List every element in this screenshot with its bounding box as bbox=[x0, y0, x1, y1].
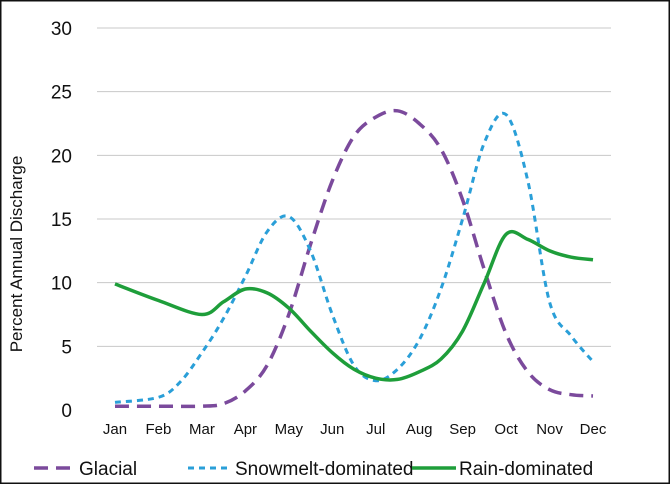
y-tick-label: 30 bbox=[51, 19, 72, 40]
series-line-glacial bbox=[115, 108, 594, 409]
y-tick-label: 15 bbox=[51, 210, 72, 231]
y-tick-label: 10 bbox=[51, 274, 72, 295]
x-tick-label: Apr bbox=[234, 421, 257, 438]
legend-item-glacial: Glacial bbox=[34, 459, 137, 480]
legend-label: Rain-dominated bbox=[459, 459, 593, 480]
gridlines bbox=[97, 27, 611, 347]
legend-label: Snowmelt-dominated bbox=[235, 459, 413, 480]
y-tick-label: 20 bbox=[51, 146, 72, 167]
y-tick-label: 25 bbox=[51, 83, 72, 104]
x-tick-label: Jul bbox=[366, 421, 385, 438]
y-tick-label: 0 bbox=[61, 401, 72, 422]
x-tick-label: Aug bbox=[406, 421, 433, 438]
x-tick-label: Nov bbox=[536, 421, 563, 438]
x-tick-label: Dec bbox=[580, 421, 607, 438]
series-lines bbox=[114, 108, 595, 409]
legend-item-rain-dominated: Rain-dominated bbox=[412, 459, 593, 480]
legend-label: Glacial bbox=[79, 459, 137, 480]
x-tick-label: Jan bbox=[103, 421, 127, 438]
y-tick-label: 5 bbox=[61, 337, 72, 358]
x-tick-label: Mar bbox=[189, 421, 215, 438]
series-line-snowmelt-dominated bbox=[114, 111, 595, 404]
legend: Glacial Snowmelt-dominated Rain-dominated bbox=[34, 459, 593, 480]
y-axis-ticks: 0 5 10 15 20 25 30 bbox=[51, 19, 72, 422]
x-tick-label: Feb bbox=[146, 421, 172, 438]
x-tick-label: May bbox=[275, 421, 304, 438]
y-axis-title: Percent Annual Discharge bbox=[7, 156, 26, 353]
x-tick-label: Sep bbox=[449, 421, 476, 438]
x-tick-label: Oct bbox=[494, 421, 518, 438]
legend-item-snowmelt-dominated: Snowmelt-dominated bbox=[188, 459, 413, 480]
x-tick-label: Jun bbox=[320, 421, 344, 438]
x-axis-ticks: Jan Feb Mar Apr May Jun Jul Aug Sep Oct Nov Dec bbox=[103, 421, 607, 438]
series-line-rain-dominated bbox=[114, 229, 594, 382]
